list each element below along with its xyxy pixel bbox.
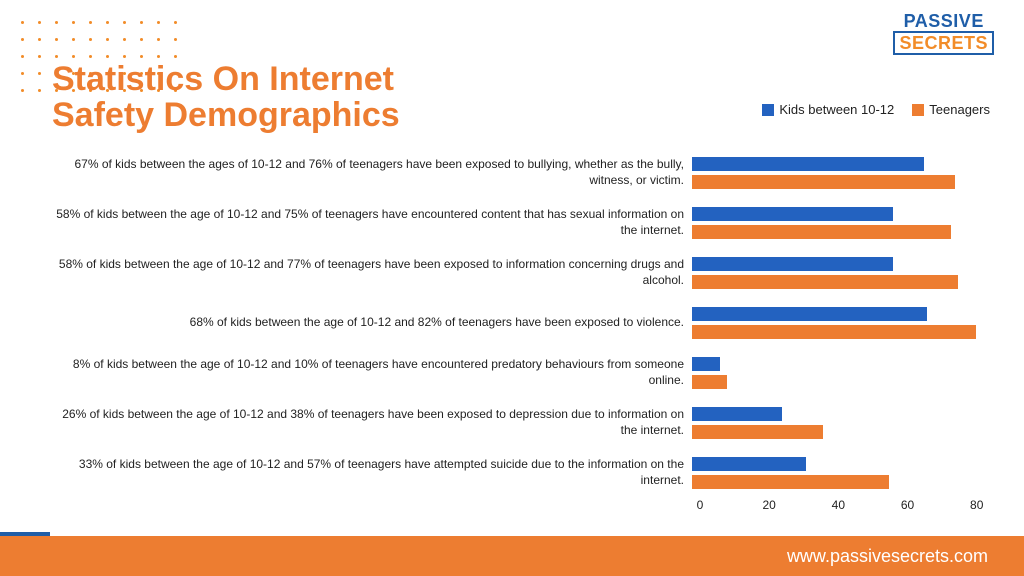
- bar-kids: [692, 207, 893, 221]
- legend-label-teen: Teenagers: [929, 102, 990, 117]
- chart-row: 58% of kids between the age of 10-12 and…: [52, 248, 994, 298]
- footer-url: www.passivesecrets.com: [787, 546, 988, 567]
- legend-swatch-kids: [762, 104, 774, 116]
- title-line-2: Safety Demographics: [52, 98, 400, 134]
- bar-teenagers: [692, 275, 958, 289]
- chart-row-bars: [692, 205, 994, 241]
- bar-kids: [692, 257, 893, 271]
- x-axis-tick: 0: [697, 498, 704, 512]
- chart-row-label: 67% of kids between the ages of 10-12 an…: [52, 157, 692, 188]
- bar-teenagers: [692, 375, 727, 389]
- chart-row: 58% of kids between the age of 10-12 and…: [52, 198, 994, 248]
- footer-bar: www.passivesecrets.com: [0, 536, 1024, 576]
- chart-row: 26% of kids between the age of 10-12 and…: [52, 398, 994, 448]
- chart-row-bars: [692, 355, 994, 391]
- x-axis-tick: 60: [901, 498, 914, 512]
- bar-kids: [692, 457, 806, 471]
- legend-item-kids: Kids between 10-12: [762, 102, 894, 117]
- x-axis-tick: 20: [762, 498, 775, 512]
- chart-row: 33% of kids between the age of 10-12 and…: [52, 448, 994, 498]
- legend-swatch-teen: [912, 104, 924, 116]
- chart-row-label: 33% of kids between the age of 10-12 and…: [52, 457, 692, 488]
- bar-teenagers: [692, 325, 976, 339]
- chart-row-label: 8% of kids between the age of 10-12 and …: [52, 357, 692, 388]
- chart-row: 67% of kids between the ages of 10-12 an…: [52, 148, 994, 198]
- chart-row-label: 58% of kids between the age of 10-12 and…: [52, 257, 692, 288]
- brand-logo-bottom: SECRETS: [893, 31, 994, 55]
- bar-teenagers: [692, 225, 951, 239]
- brand-logo: PASSIVE SECRETS: [893, 12, 994, 55]
- x-axis-tick: 40: [832, 498, 845, 512]
- footer-accent-stripe: [0, 532, 50, 536]
- x-axis-tick: 80: [970, 498, 983, 512]
- title-line-1: Statistics On Internet: [52, 62, 400, 98]
- page-title: Statistics On Internet Safety Demographi…: [52, 62, 400, 133]
- brand-logo-top: PASSIVE: [893, 12, 994, 30]
- chart-row-bars: [692, 305, 994, 341]
- chart-row-bars: [692, 255, 994, 291]
- bar-teenagers: [692, 475, 889, 489]
- chart-row: 8% of kids between the age of 10-12 and …: [52, 348, 994, 398]
- chart-row: 68% of kids between the age of 10-12 and…: [52, 298, 994, 348]
- bar-kids: [692, 357, 720, 371]
- chart-row-label: 68% of kids between the age of 10-12 and…: [52, 315, 692, 331]
- chart-plot-area: 67% of kids between the ages of 10-12 an…: [52, 148, 994, 520]
- legend-item-teen: Teenagers: [912, 102, 990, 117]
- legend-label-kids: Kids between 10-12: [779, 102, 894, 117]
- bar-kids: [692, 307, 927, 321]
- chart-legend: Kids between 10-12 Teenagers: [762, 102, 990, 117]
- bar-teenagers: [692, 425, 823, 439]
- bar-chart: 67% of kids between the ages of 10-12 an…: [52, 148, 994, 520]
- chart-row-bars: [692, 455, 994, 491]
- chart-row-label: 58% of kids between the age of 10-12 and…: [52, 207, 692, 238]
- bar-kids: [692, 157, 924, 171]
- chart-row-bars: [692, 155, 994, 191]
- chart-row-label: 26% of kids between the age of 10-12 and…: [52, 407, 692, 438]
- bar-teenagers: [692, 175, 955, 189]
- bar-kids: [692, 407, 782, 421]
- chart-row-bars: [692, 405, 994, 441]
